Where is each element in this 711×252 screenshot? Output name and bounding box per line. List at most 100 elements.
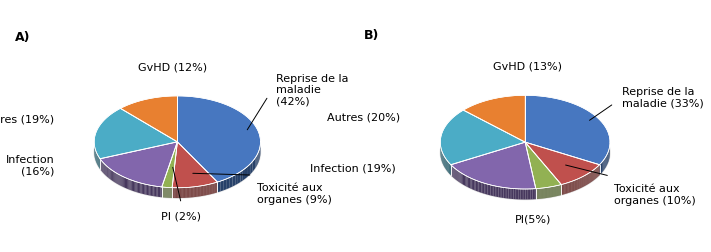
Polygon shape: [203, 185, 204, 196]
Polygon shape: [209, 184, 210, 195]
Polygon shape: [572, 181, 573, 192]
Polygon shape: [505, 188, 507, 198]
Polygon shape: [108, 167, 109, 178]
Polygon shape: [491, 185, 492, 196]
Polygon shape: [177, 96, 260, 182]
Polygon shape: [141, 183, 143, 194]
Polygon shape: [148, 185, 149, 195]
Polygon shape: [159, 187, 161, 197]
Polygon shape: [134, 181, 135, 192]
Polygon shape: [120, 96, 177, 142]
Polygon shape: [569, 182, 570, 193]
Polygon shape: [564, 184, 565, 194]
Polygon shape: [455, 169, 456, 180]
Polygon shape: [211, 184, 212, 194]
Polygon shape: [500, 187, 502, 198]
Polygon shape: [452, 166, 454, 178]
Polygon shape: [172, 142, 218, 188]
Polygon shape: [561, 184, 562, 195]
Polygon shape: [124, 177, 125, 188]
Polygon shape: [119, 175, 121, 186]
Polygon shape: [144, 184, 146, 195]
Text: Autres (20%): Autres (20%): [327, 113, 400, 123]
Polygon shape: [208, 184, 209, 195]
Polygon shape: [191, 187, 192, 197]
Polygon shape: [468, 177, 469, 188]
Polygon shape: [601, 162, 602, 174]
Polygon shape: [176, 188, 177, 198]
Polygon shape: [451, 166, 452, 177]
Polygon shape: [483, 183, 484, 194]
Polygon shape: [528, 189, 529, 200]
Polygon shape: [451, 142, 536, 189]
Polygon shape: [449, 163, 450, 174]
Polygon shape: [576, 179, 577, 190]
Polygon shape: [470, 178, 471, 189]
Polygon shape: [151, 185, 152, 196]
Polygon shape: [146, 184, 147, 195]
Polygon shape: [513, 188, 515, 199]
Polygon shape: [493, 186, 496, 197]
Polygon shape: [518, 189, 520, 199]
Polygon shape: [184, 187, 185, 198]
Polygon shape: [489, 184, 491, 196]
Polygon shape: [162, 142, 177, 188]
Polygon shape: [461, 173, 463, 184]
Polygon shape: [230, 176, 232, 188]
Text: Reprise de la
maladie (33%): Reprise de la maladie (33%): [622, 87, 704, 109]
Polygon shape: [179, 188, 180, 198]
Polygon shape: [440, 106, 610, 200]
Polygon shape: [567, 182, 569, 193]
Polygon shape: [227, 177, 230, 189]
Polygon shape: [149, 185, 151, 196]
Text: Infection (19%): Infection (19%): [310, 163, 396, 173]
Polygon shape: [202, 185, 203, 196]
Polygon shape: [525, 142, 561, 189]
Polygon shape: [132, 180, 133, 191]
Polygon shape: [138, 182, 139, 193]
Polygon shape: [571, 181, 572, 192]
Polygon shape: [174, 188, 176, 198]
Polygon shape: [218, 181, 220, 192]
Polygon shape: [197, 186, 198, 197]
Polygon shape: [534, 189, 536, 199]
Polygon shape: [464, 95, 525, 142]
Polygon shape: [213, 183, 214, 194]
Polygon shape: [447, 160, 448, 172]
Polygon shape: [205, 185, 207, 195]
Polygon shape: [140, 183, 141, 194]
Polygon shape: [95, 106, 260, 198]
Polygon shape: [235, 173, 238, 185]
Polygon shape: [156, 186, 158, 197]
Polygon shape: [249, 163, 251, 175]
Polygon shape: [573, 181, 574, 191]
Polygon shape: [517, 189, 518, 199]
Polygon shape: [457, 170, 459, 181]
Polygon shape: [180, 188, 181, 198]
Polygon shape: [480, 182, 481, 193]
Polygon shape: [563, 184, 564, 195]
Polygon shape: [529, 189, 530, 200]
Polygon shape: [207, 185, 208, 195]
Polygon shape: [113, 171, 114, 182]
Polygon shape: [127, 178, 128, 189]
Polygon shape: [112, 170, 113, 181]
Polygon shape: [604, 157, 606, 169]
Polygon shape: [502, 187, 503, 198]
Polygon shape: [147, 184, 148, 195]
Polygon shape: [473, 179, 474, 190]
Polygon shape: [525, 189, 528, 200]
Text: Autres (19%): Autres (19%): [0, 115, 55, 125]
Polygon shape: [474, 180, 476, 191]
Polygon shape: [574, 180, 575, 191]
Polygon shape: [126, 178, 127, 189]
Polygon shape: [117, 174, 119, 185]
Polygon shape: [200, 186, 201, 196]
Polygon shape: [520, 189, 522, 200]
Polygon shape: [189, 187, 190, 198]
Polygon shape: [224, 179, 227, 190]
Polygon shape: [182, 188, 183, 198]
Polygon shape: [497, 186, 498, 197]
Polygon shape: [114, 172, 116, 183]
Polygon shape: [204, 185, 205, 196]
